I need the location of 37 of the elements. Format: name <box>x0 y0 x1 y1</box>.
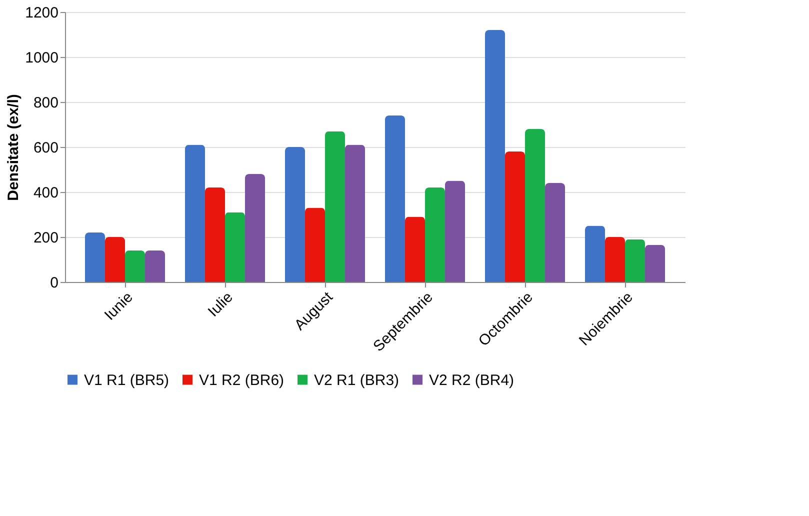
legend-label: V2 R2 (BR4) <box>429 372 514 389</box>
bar <box>625 239 645 282</box>
y-tick-label: 0 <box>50 274 58 292</box>
bar <box>345 144 365 282</box>
bar <box>585 226 605 282</box>
bar <box>285 147 305 282</box>
bar <box>185 144 205 282</box>
bar <box>445 180 465 282</box>
bar <box>425 188 445 282</box>
bar <box>145 250 165 282</box>
y-tick-label: 800 <box>33 94 58 112</box>
legend-label: V1 R1 (BR5) <box>84 372 170 389</box>
bar <box>325 131 345 282</box>
bar <box>485 30 505 282</box>
bar <box>505 152 525 282</box>
y-tick-label: 1200 <box>25 4 58 22</box>
bar <box>85 232 105 282</box>
y-axis-title: Densitate (ex/l) <box>5 94 22 201</box>
bar <box>225 212 245 282</box>
legend-label: V2 R1 (BR3) <box>314 372 400 389</box>
bar <box>125 250 145 282</box>
bar <box>245 174 265 282</box>
y-tick-label: 400 <box>33 184 58 202</box>
bar <box>525 129 545 282</box>
bar <box>305 208 325 282</box>
bar <box>105 237 125 282</box>
bar <box>385 116 405 282</box>
bar <box>605 237 625 282</box>
legend-label: V1 R2 (BR6) <box>199 372 284 389</box>
y-tick-label: 200 <box>33 230 58 246</box>
bar <box>545 183 565 282</box>
y-tick-label: 1000 <box>25 50 58 66</box>
bar <box>405 216 425 282</box>
bar <box>645 244 665 282</box>
x-tick-label: Iulie <box>204 288 236 320</box>
bar <box>205 188 225 282</box>
y-tick-label: 600 <box>33 140 58 156</box>
